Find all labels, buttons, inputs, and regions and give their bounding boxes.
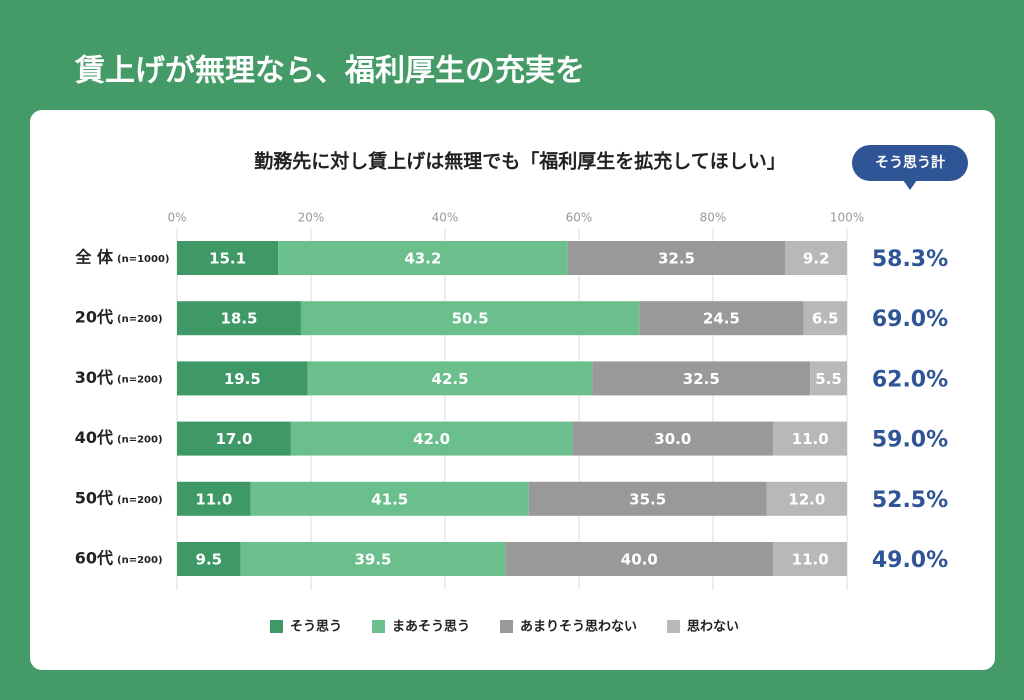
bar-segment — [810, 361, 847, 396]
value-label: 30.0 — [654, 430, 691, 448]
sample-size: (n=1000) — [117, 254, 169, 265]
totals-title: そう思う計 — [875, 154, 945, 171]
legend-label: そう思う — [290, 620, 342, 635]
value-label: 39.5 — [354, 551, 391, 569]
legend-swatch — [270, 620, 283, 633]
bar-segment — [592, 361, 811, 396]
x-tick-label: 40% — [432, 211, 459, 225]
bar-segment — [290, 421, 573, 456]
bar-segment — [177, 301, 301, 336]
category-label: 全 体 — [75, 248, 114, 267]
bar-segment — [250, 481, 529, 516]
badge-pointer — [903, 180, 917, 190]
bar-segment — [505, 542, 774, 576]
value-label: 11.0 — [792, 430, 829, 448]
x-tick-label: 20% — [298, 211, 325, 225]
value-label: 24.5 — [703, 310, 740, 328]
legend-label: あまりそう思わない — [520, 620, 637, 635]
category-label: 60代 — [75, 549, 113, 568]
bar-segment — [177, 241, 279, 275]
x-tick-label: 60% — [566, 211, 593, 225]
bar-segment — [773, 421, 847, 456]
total-label: 59.0% — [872, 428, 948, 453]
total-label: 58.3% — [872, 247, 948, 272]
bar-segment — [639, 301, 804, 336]
value-label: 32.5 — [658, 250, 695, 268]
category-label: 40代 — [75, 428, 113, 447]
sample-size: (n=200) — [117, 374, 163, 385]
total-label: 49.0% — [872, 548, 948, 573]
bar-segment — [177, 361, 308, 396]
bar-segment — [177, 421, 291, 456]
value-label: 18.5 — [220, 310, 257, 328]
bar-segment — [785, 241, 847, 275]
bar-segment — [177, 542, 241, 576]
value-label: 19.5 — [224, 370, 261, 388]
bar-segment — [572, 421, 774, 456]
x-tick-label: 100% — [830, 211, 864, 225]
value-label: 15.1 — [209, 250, 246, 268]
bar-segment — [300, 301, 640, 336]
legend-swatch — [500, 620, 514, 633]
value-label: 9.2 — [803, 250, 830, 268]
category-label: 20代 — [75, 308, 113, 327]
value-label: 40.0 — [621, 551, 658, 569]
value-label: 12.0 — [788, 490, 825, 508]
legend-swatch — [372, 620, 386, 633]
total-label: 52.5% — [872, 488, 948, 513]
bar-segment — [567, 241, 786, 275]
value-label: 17.0 — [215, 430, 252, 448]
bar-segment — [177, 481, 251, 516]
bar-segment — [773, 542, 847, 576]
value-label: 9.5 — [196, 551, 223, 569]
bar-segment — [278, 241, 568, 275]
value-label: 6.5 — [812, 310, 839, 328]
bar-segment — [528, 481, 767, 516]
sample-size: (n=200) — [117, 435, 163, 446]
value-label: 50.5 — [452, 310, 489, 328]
sample-size: (n=200) — [117, 555, 163, 566]
category-label: 50代 — [75, 488, 113, 507]
value-label: 42.0 — [413, 430, 450, 448]
bar-segment — [307, 361, 593, 396]
total-label: 69.0% — [872, 307, 948, 332]
chart-title: 勤務先に対し賃上げは無理でも「福利厚生を拡充してほしい」 — [254, 150, 785, 173]
sample-size: (n=200) — [117, 495, 163, 506]
value-label: 11.0 — [792, 551, 829, 569]
bar-segment — [240, 542, 506, 576]
value-label: 5.5 — [815, 370, 842, 388]
value-label: 11.0 — [195, 490, 232, 508]
total-label: 62.0% — [872, 367, 948, 392]
value-label: 42.5 — [432, 370, 469, 388]
x-tick-label: 0% — [167, 211, 186, 225]
value-label: 43.2 — [404, 250, 441, 268]
bar-segment — [803, 301, 847, 336]
legend-swatch — [667, 620, 681, 633]
sample-size: (n=200) — [117, 314, 163, 325]
page-title: 賃上げが無理なら、福利厚生の充実を — [74, 54, 585, 89]
totals-badge — [852, 145, 968, 181]
legend-label: まあそう思う — [392, 620, 470, 635]
legend-label: 思わない — [687, 620, 739, 635]
value-label: 41.5 — [371, 490, 408, 508]
x-tick-label: 80% — [700, 211, 727, 225]
value-label: 35.5 — [629, 490, 666, 508]
category-label: 30代 — [75, 368, 113, 387]
value-label: 32.5 — [683, 370, 720, 388]
bar-segment — [766, 481, 847, 516]
